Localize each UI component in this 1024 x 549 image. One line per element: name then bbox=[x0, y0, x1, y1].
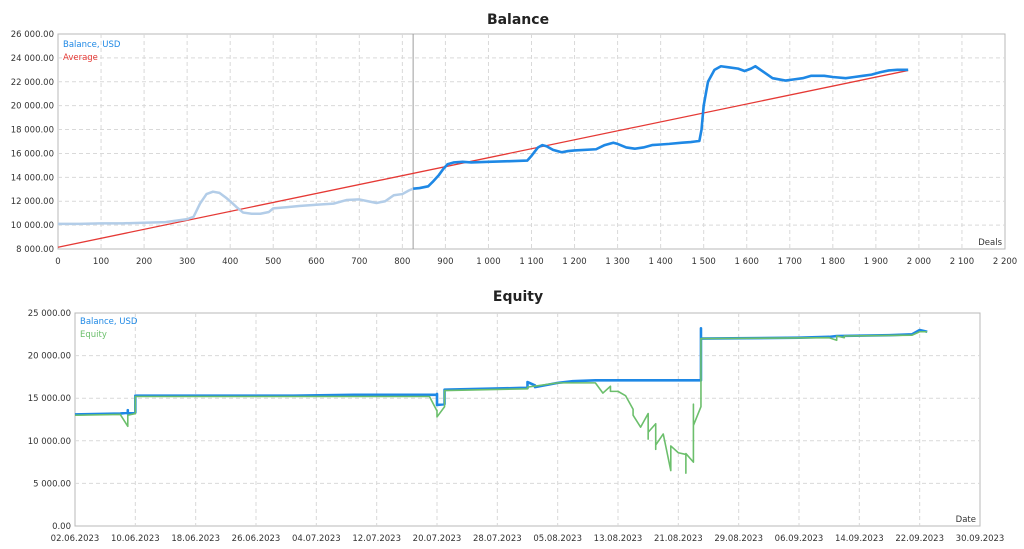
balance-x-tick: 2 200 bbox=[993, 257, 1017, 267]
balance-x-tick: 1 700 bbox=[778, 257, 802, 267]
balance-legend-balance: Balance, USD bbox=[63, 40, 121, 50]
equity-x-tick: 02.06.2023 bbox=[51, 534, 100, 544]
balance-x-tick: 600 bbox=[308, 257, 324, 267]
equity-x-tick: 30.09.2023 bbox=[956, 534, 1005, 544]
equity-x-tick: 18.06.2023 bbox=[171, 534, 220, 544]
balance-x-tick: 200 bbox=[136, 257, 152, 267]
equity-x-tick: 26.06.2023 bbox=[232, 534, 281, 544]
balance-x-tick: 300 bbox=[179, 257, 195, 267]
equity-title: Equity bbox=[493, 289, 543, 305]
balance-x-tick: 900 bbox=[437, 257, 453, 267]
equity-chart: Equity 02.06.2023 10.06.2023 18.06.2023 26.… bbox=[28, 289, 1005, 544]
equity-x-tick: 29.08.2023 bbox=[714, 534, 763, 544]
balance-x-axis-label: Deals bbox=[978, 238, 1002, 248]
balance-y-axis: 8 000.00 10 000.00 12 000.00 14 000.00 16 00… bbox=[11, 30, 54, 255]
balance-series-balance bbox=[413, 64, 909, 190]
equity-y-tick: 15 000.00 bbox=[28, 394, 71, 404]
balance-y-tick: 18 000.00 bbox=[11, 126, 54, 136]
equity-series-equity bbox=[74, 330, 928, 474]
balance-x-tick: 1 500 bbox=[692, 257, 716, 267]
equity-x-axis-label: Date bbox=[956, 515, 976, 525]
equity-x-tick: 04.07.2023 bbox=[292, 534, 341, 544]
equity-x-tick: 14.09.2023 bbox=[835, 534, 884, 544]
balance-x-tick: 1 000 bbox=[476, 257, 500, 267]
equity-grid bbox=[75, 313, 980, 526]
balance-x-tick: 2 000 bbox=[907, 257, 931, 267]
balance-y-tick: 22 000.00 bbox=[11, 78, 54, 88]
balance-legend-average: Average bbox=[63, 53, 98, 63]
equity-y-tick: 0.00 bbox=[52, 522, 71, 532]
balance-series-balance-history bbox=[58, 187, 414, 226]
balance-x-tick: 500 bbox=[265, 257, 281, 267]
balance-x-tick: 1 100 bbox=[519, 257, 543, 267]
balance-y-tick: 26 000.00 bbox=[11, 30, 54, 40]
balance-x-tick: 1 400 bbox=[648, 257, 672, 267]
balance-y-tick: 12 000.00 bbox=[11, 197, 54, 207]
equity-y-tick: 5 000.00 bbox=[33, 479, 71, 489]
balance-chart: Balance 0 100 200 300 400 500 600 700 800 900 1 00… bbox=[11, 12, 1017, 267]
equity-series bbox=[74, 327, 928, 474]
balance-x-tick: 700 bbox=[351, 257, 367, 267]
balance-y-tick: 20 000.00 bbox=[11, 102, 54, 112]
equity-x-tick: 22.09.2023 bbox=[895, 534, 944, 544]
balance-y-tick: 24 000.00 bbox=[11, 54, 54, 64]
balance-x-tick: 800 bbox=[394, 257, 410, 267]
equity-y-axis: 0.00 5 000.00 10 000.00 15 000.00 20 000.00 2… bbox=[28, 309, 71, 532]
equity-y-tick: 25 000.00 bbox=[28, 309, 71, 319]
balance-x-tick: 1 800 bbox=[821, 257, 845, 267]
equity-x-axis: 02.06.2023 10.06.2023 18.06.2023 26.06.2023… bbox=[51, 534, 1005, 544]
balance-title: Balance bbox=[487, 12, 549, 28]
balance-x-tick: 2 100 bbox=[950, 257, 974, 267]
balance-y-tick: 14 000.00 bbox=[11, 173, 54, 183]
balance-y-tick: 16 000.00 bbox=[11, 149, 54, 159]
balance-series-average bbox=[57, 69, 909, 248]
balance-x-tick: 1 300 bbox=[605, 257, 629, 267]
balance-x-axis: 0 100 200 300 400 500 600 700 800 900 1 000 1 100 1 … bbox=[55, 257, 1017, 267]
equity-legend-balance: Balance, USD bbox=[80, 317, 138, 327]
equity-x-tick: 13.08.2023 bbox=[594, 534, 643, 544]
equity-x-tick: 28.07.2023 bbox=[473, 534, 522, 544]
equity-x-tick: 12.07.2023 bbox=[352, 534, 401, 544]
balance-series bbox=[57, 34, 909, 249]
equity-x-tick: 05.08.2023 bbox=[533, 534, 582, 544]
equity-plot-area bbox=[74, 312, 981, 527]
balance-x-tick: 1 200 bbox=[562, 257, 586, 267]
balance-y-tick: 8 000.00 bbox=[16, 245, 54, 255]
balance-x-tick: 0 bbox=[55, 257, 60, 267]
equity-y-tick: 10 000.00 bbox=[28, 437, 71, 447]
balance-x-tick: 1 900 bbox=[864, 257, 888, 267]
balance-grid bbox=[58, 34, 1005, 249]
equity-x-tick: 21.08.2023 bbox=[654, 534, 703, 544]
equity-y-tick: 20 000.00 bbox=[28, 352, 71, 362]
equity-x-tick: 10.06.2023 bbox=[111, 534, 160, 544]
equity-legend-equity: Equity bbox=[80, 330, 107, 340]
equity-x-tick: 06.09.2023 bbox=[775, 534, 824, 544]
balance-y-tick: 10 000.00 bbox=[11, 221, 54, 231]
balance-x-tick: 1 600 bbox=[735, 257, 759, 267]
balance-x-tick: 400 bbox=[222, 257, 238, 267]
balance-x-tick: 100 bbox=[93, 257, 109, 267]
equity-x-tick: 20.07.2023 bbox=[413, 534, 462, 544]
